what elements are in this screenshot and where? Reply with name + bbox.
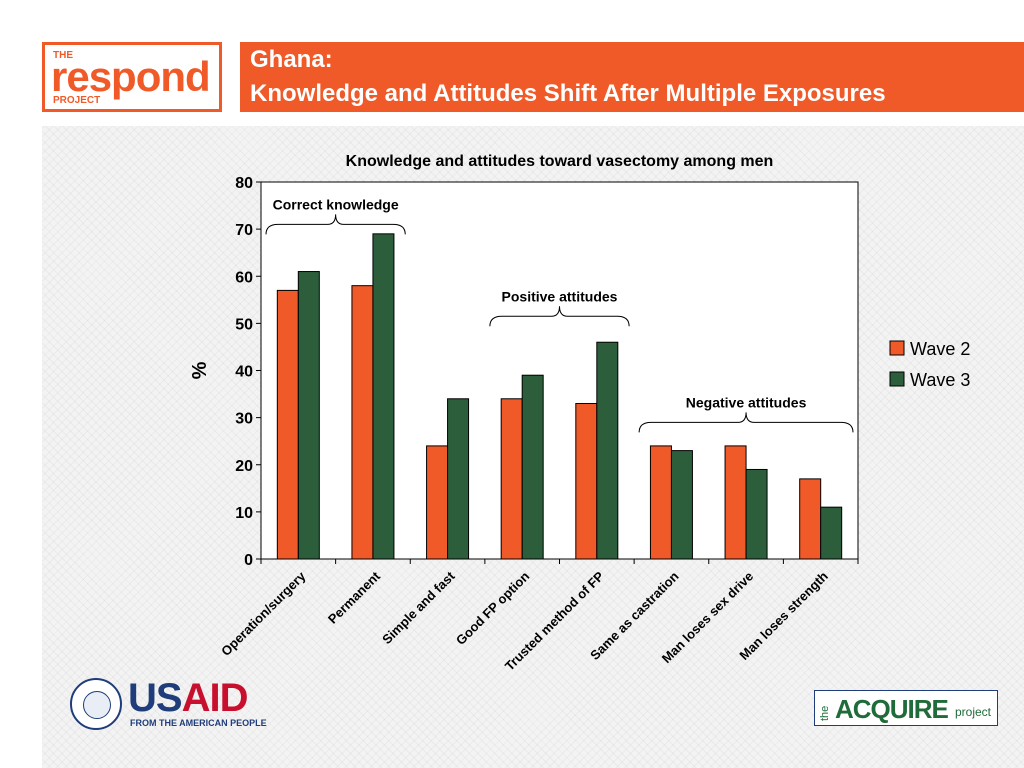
annotation-label: Correct knowledge xyxy=(273,196,399,212)
y-tick-label: 20 xyxy=(235,458,253,475)
annotation-label: Positive attitudes xyxy=(502,288,618,304)
y-tick-label: 10 xyxy=(235,505,253,522)
bar-wave-3 xyxy=(297,271,320,560)
y-tick-label: 60 xyxy=(235,269,253,286)
acquire-the-text: the xyxy=(819,705,831,721)
acquire-project-text: project xyxy=(955,705,992,719)
usaid-seal-icon xyxy=(70,678,122,730)
page-title-line1: Ghana: xyxy=(250,46,333,73)
y-tick-label: 80 xyxy=(235,175,253,192)
x-category-label: Good FP option xyxy=(453,568,532,647)
usaid-logo: USAID FROM THE AMERICAN PEOPLE xyxy=(60,672,267,738)
y-tick-label: 40 xyxy=(235,364,253,381)
legend-label: Wave 2 xyxy=(910,339,970,359)
page-title-line2: Knowledge and Attitudes Shift After Mult… xyxy=(250,80,886,107)
acquire-logo: the ACQUIRE project xyxy=(814,690,998,726)
bar-wave-2 xyxy=(649,445,672,560)
usaid-wordmark: USAID xyxy=(128,676,249,721)
usaid-tagline: FROM THE AMERICAN PEOPLE xyxy=(130,718,267,728)
bar-wave-2 xyxy=(575,402,598,560)
bar-wave-2 xyxy=(500,398,523,560)
legend-label: Wave 3 xyxy=(910,370,970,390)
x-category-label: Permanent xyxy=(325,568,384,627)
bar-wave-2 xyxy=(276,289,299,560)
x-category-label: Simple and fast xyxy=(379,568,458,647)
bar-wave-2 xyxy=(799,478,822,560)
logo-the-text: THE xyxy=(53,50,73,61)
bar-wave-3 xyxy=(447,398,470,560)
y-tick-label: 0 xyxy=(244,552,253,569)
legend-swatch xyxy=(889,371,905,387)
annotation-label: Negative attitudes xyxy=(686,394,807,410)
acquire-main-text: ACQUIRE xyxy=(835,694,949,724)
logo-project-text: PROJECT xyxy=(53,95,101,106)
bar-chart: Knowledge and attitudes toward vasectomy… xyxy=(189,153,970,674)
bar-wave-2 xyxy=(724,445,747,560)
plot-area xyxy=(260,181,859,560)
bar-wave-3 xyxy=(670,450,693,560)
bar-wave-2 xyxy=(351,285,374,560)
x-category-label: Operation/surgery xyxy=(218,568,309,659)
y-tick-label: 50 xyxy=(235,316,253,333)
usaid-us-text: US xyxy=(128,676,183,720)
y-tick-label: 70 xyxy=(235,222,253,239)
usaid-aid-text: AID xyxy=(181,676,249,720)
y-axis-label: % xyxy=(189,361,211,379)
y-tick-label: 30 xyxy=(235,411,253,428)
logo-main-text: respond xyxy=(51,53,211,100)
bar-wave-2 xyxy=(426,445,449,560)
legend-swatch xyxy=(889,340,905,356)
respond-logo: THE respond PROJECT xyxy=(42,42,222,112)
annotation-brace xyxy=(265,214,406,235)
bar-wave-3 xyxy=(596,341,619,560)
bar-wave-3 xyxy=(745,468,768,560)
content-panel: Knowledge and attitudes toward vasectomy… xyxy=(42,126,1024,768)
bar-wave-3 xyxy=(820,506,843,560)
bar-wave-3 xyxy=(372,233,395,560)
bar-wave-3 xyxy=(521,374,544,560)
title-bar: Ghana: Knowledge and Attitudes Shift Aft… xyxy=(240,42,1024,112)
chart-title: Knowledge and attitudes toward vasectomy… xyxy=(346,153,774,170)
